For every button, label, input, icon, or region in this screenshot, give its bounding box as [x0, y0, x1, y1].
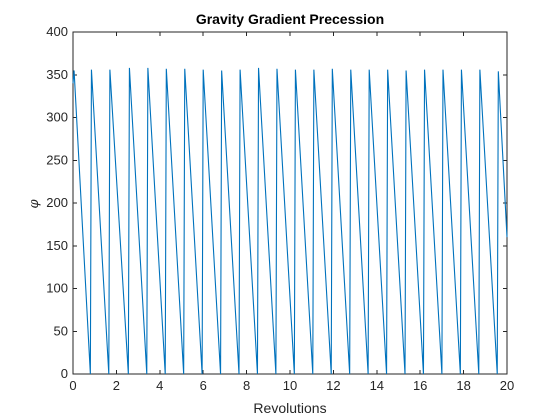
y-tick-label: 50 — [54, 323, 68, 338]
y-axis-label: φ — [27, 199, 42, 209]
x-tick-label: 2 — [113, 378, 120, 393]
x-axis-label: Revolutions — [253, 400, 326, 416]
x-tick-label: 0 — [69, 378, 76, 393]
x-tick-label: 10 — [283, 378, 297, 393]
x-tick-label: 18 — [456, 378, 470, 393]
y-tick-label: 350 — [46, 67, 68, 82]
plot-area: 0 2 4 6 8 10 12 14 16 18 2005010015020025030035040… — [46, 24, 514, 393]
x-tick-label: 6 — [200, 378, 207, 393]
x-tick-label: 16 — [413, 378, 427, 393]
x-tick-label: 4 — [156, 378, 163, 393]
y-tick-label: 300 — [46, 110, 68, 125]
y-tick-label: 250 — [46, 152, 68, 167]
y-tick-label: 100 — [46, 281, 68, 296]
y-tick-label: 400 — [46, 24, 68, 39]
y-tick-label: 0 — [61, 366, 68, 381]
y-tick-label: 150 — [46, 238, 68, 253]
chart-title: Gravity Gradient Precession — [196, 11, 384, 27]
y-tick-label: 200 — [46, 195, 68, 210]
series-line-0 — [72, 67, 508, 375]
x-tick-label: 12 — [326, 378, 340, 393]
x-tick-label: 8 — [243, 378, 250, 393]
x-tick-label: 14 — [370, 378, 384, 393]
x-tick-label: 20 — [500, 378, 514, 393]
